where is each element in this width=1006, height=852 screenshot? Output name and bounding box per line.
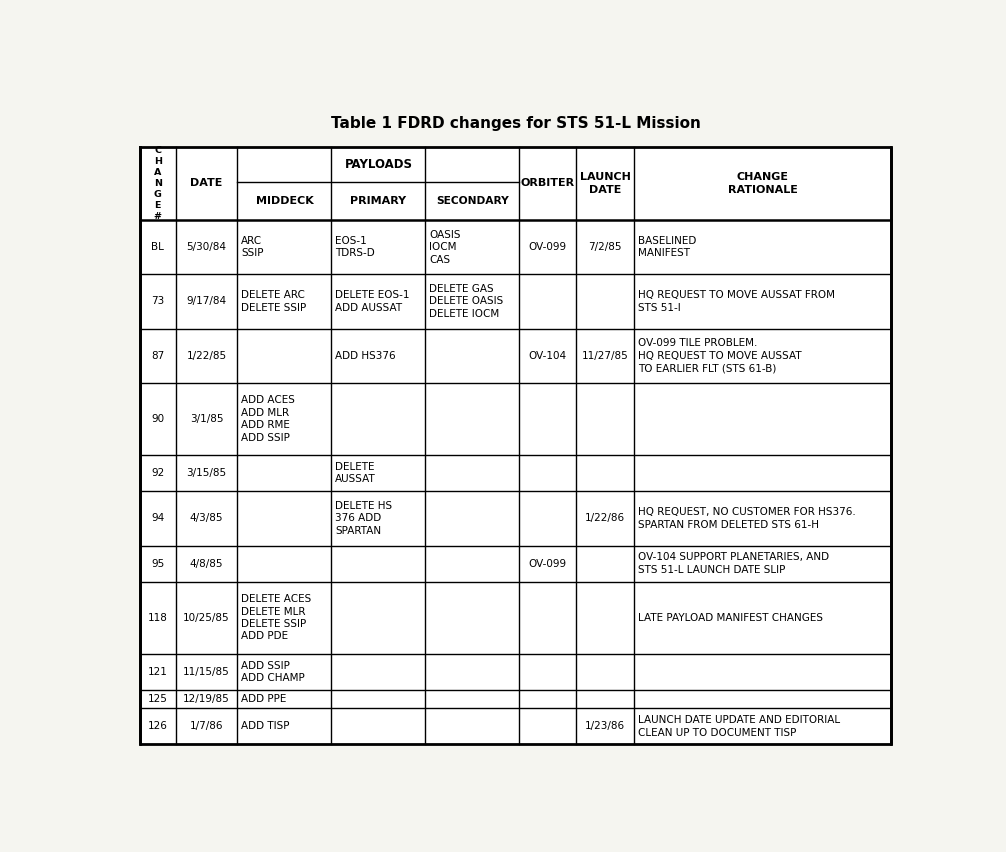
Text: 73: 73 [151,296,164,307]
Text: LATE PAYLOAD MANIFEST CHANGES: LATE PAYLOAD MANIFEST CHANGES [638,613,823,623]
Text: BASELINED
MANIFEST: BASELINED MANIFEST [638,236,696,258]
Text: DELETE GAS
DELETE OASIS
DELETE IOCM: DELETE GAS DELETE OASIS DELETE IOCM [430,284,503,319]
Text: DELETE
AUSSAT: DELETE AUSSAT [335,462,376,485]
Text: ARC
SSIP: ARC SSIP [241,236,264,258]
Text: DELETE ACES
DELETE MLR
DELETE SSIP
ADD PDE: DELETE ACES DELETE MLR DELETE SSIP ADD P… [241,594,312,642]
Text: Table 1 FDRD changes for STS 51-L Mission: Table 1 FDRD changes for STS 51-L Missio… [331,117,700,131]
Text: DELETE ARC
DELETE SSIP: DELETE ARC DELETE SSIP [241,291,307,313]
Text: ADD HS376: ADD HS376 [335,351,396,360]
Text: 12/19/85: 12/19/85 [183,694,230,705]
Text: ADD TISP: ADD TISP [241,722,290,731]
Text: 125: 125 [148,694,168,705]
Text: 94: 94 [151,514,164,523]
Text: ADD PPE: ADD PPE [241,694,287,705]
Text: OV-099 TILE PROBLEM.
HQ REQUEST TO MOVE AUSSAT
TO EARLIER FLT (STS 61-B): OV-099 TILE PROBLEM. HQ REQUEST TO MOVE … [638,338,802,373]
Text: 1/23/86: 1/23/86 [584,722,625,731]
Text: 1/7/86: 1/7/86 [190,722,223,731]
Text: DELETE EOS-1
ADD AUSSAT: DELETE EOS-1 ADD AUSSAT [335,291,409,313]
Text: 118: 118 [148,613,168,623]
Text: PAYLOADS: PAYLOADS [344,158,412,171]
Text: ADD SSIP
ADD CHAMP: ADD SSIP ADD CHAMP [241,661,305,683]
Text: OV-099: OV-099 [528,559,566,568]
Text: OV-104: OV-104 [528,351,566,360]
Text: 121: 121 [148,667,168,677]
Text: BL: BL [151,242,164,252]
Text: 4/8/85: 4/8/85 [190,559,223,568]
Text: ORBITER: ORBITER [520,178,574,188]
Text: 11/27/85: 11/27/85 [581,351,629,360]
Text: OASIS
IOCM
CAS: OASIS IOCM CAS [430,230,461,265]
Text: 9/17/84: 9/17/84 [186,296,226,307]
Text: 7/2/85: 7/2/85 [589,242,622,252]
Text: 87: 87 [151,351,164,360]
Text: HQ REQUEST TO MOVE AUSSAT FROM
STS 51-I: HQ REQUEST TO MOVE AUSSAT FROM STS 51-I [638,291,835,313]
Text: 10/25/85: 10/25/85 [183,613,230,623]
Text: LAUNCH DATE UPDATE AND EDITORIAL
CLEAN UP TO DOCUMENT TISP: LAUNCH DATE UPDATE AND EDITORIAL CLEAN U… [638,715,840,738]
Text: LAUNCH
DATE: LAUNCH DATE [579,172,631,194]
Text: 3/1/85: 3/1/85 [190,414,223,424]
Text: EOS-1
TDRS-D: EOS-1 TDRS-D [335,236,375,258]
Text: MIDDECK: MIDDECK [256,196,313,206]
Text: C
H
A
N
G
E
#: C H A N G E # [154,146,162,222]
Text: OV-104 SUPPORT PLANETARIES, AND
STS 51-L LAUNCH DATE SLIP: OV-104 SUPPORT PLANETARIES, AND STS 51-L… [638,552,829,575]
Text: 90: 90 [151,414,164,424]
Text: SECONDARY: SECONDARY [436,196,509,206]
Text: 126: 126 [148,722,168,731]
Text: 92: 92 [151,469,164,478]
Text: DATE: DATE [190,178,222,188]
Text: 4/3/85: 4/3/85 [190,514,223,523]
Text: HQ REQUEST, NO CUSTOMER FOR HS376.
SPARTAN FROM DELETED STS 61-H: HQ REQUEST, NO CUSTOMER FOR HS376. SPART… [638,507,856,530]
Text: 11/15/85: 11/15/85 [183,667,230,677]
Text: 5/30/84: 5/30/84 [186,242,226,252]
Text: PRIMARY: PRIMARY [350,196,406,206]
Text: 1/22/86: 1/22/86 [584,514,625,523]
Text: CHANGE
RATIONALE: CHANGE RATIONALE [728,172,798,194]
Text: 1/22/85: 1/22/85 [186,351,226,360]
Text: OV-099: OV-099 [528,242,566,252]
Text: DELETE HS
376 ADD
SPARTAN: DELETE HS 376 ADD SPARTAN [335,501,392,536]
Text: 95: 95 [151,559,164,568]
Text: ADD ACES
ADD MLR
ADD RME
ADD SSIP: ADD ACES ADD MLR ADD RME ADD SSIP [241,395,295,442]
Text: 3/15/85: 3/15/85 [186,469,226,478]
